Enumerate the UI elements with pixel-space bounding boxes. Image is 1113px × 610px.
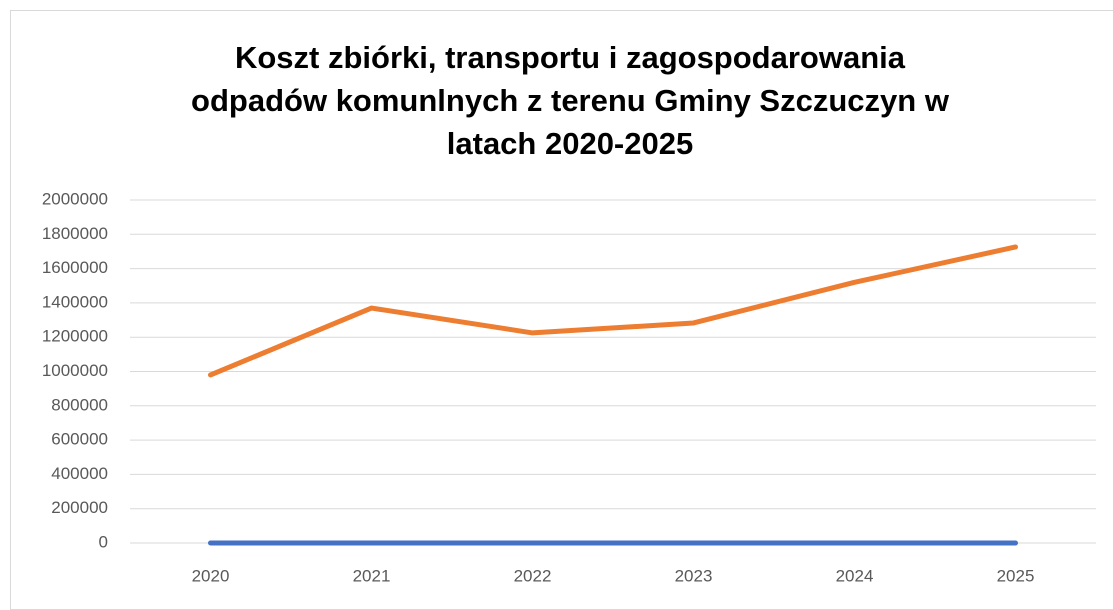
y-tick-label: 1000000: [42, 361, 108, 380]
page: {"chart_data": {"type": "line", "title":…: [10, 10, 1113, 610]
y-tick-label: 1600000: [42, 258, 108, 277]
x-tick-label: 2023: [675, 566, 713, 585]
x-tick-label: 2021: [353, 566, 391, 585]
y-tick-label: 400000: [51, 464, 108, 483]
chart: 0 200000 400000 600000 800000 1000000 1200000 1…: [42, 189, 1096, 585]
x-tick-label: 2020: [192, 566, 230, 585]
chart-title: Koszt zbiórki, transportu i zagospodarow…: [191, 40, 949, 161]
x-tick-label: 2025: [997, 566, 1035, 585]
series-line: [208, 244, 1018, 378]
y-tick-label: 600000: [51, 430, 108, 449]
y-tick-label: 2000000: [42, 189, 108, 208]
y-tick-label: 0: [99, 532, 108, 551]
x-tick-label: 2022: [514, 566, 552, 585]
y-tick-label: 1800000: [42, 224, 108, 243]
y-tick-label: 1400000: [42, 292, 108, 311]
y-tick-label: 1200000: [42, 327, 108, 346]
x-tick-label: 2024: [836, 566, 874, 585]
y-tick-label: 200000: [51, 498, 108, 517]
y-tick-label: 800000: [51, 395, 108, 414]
